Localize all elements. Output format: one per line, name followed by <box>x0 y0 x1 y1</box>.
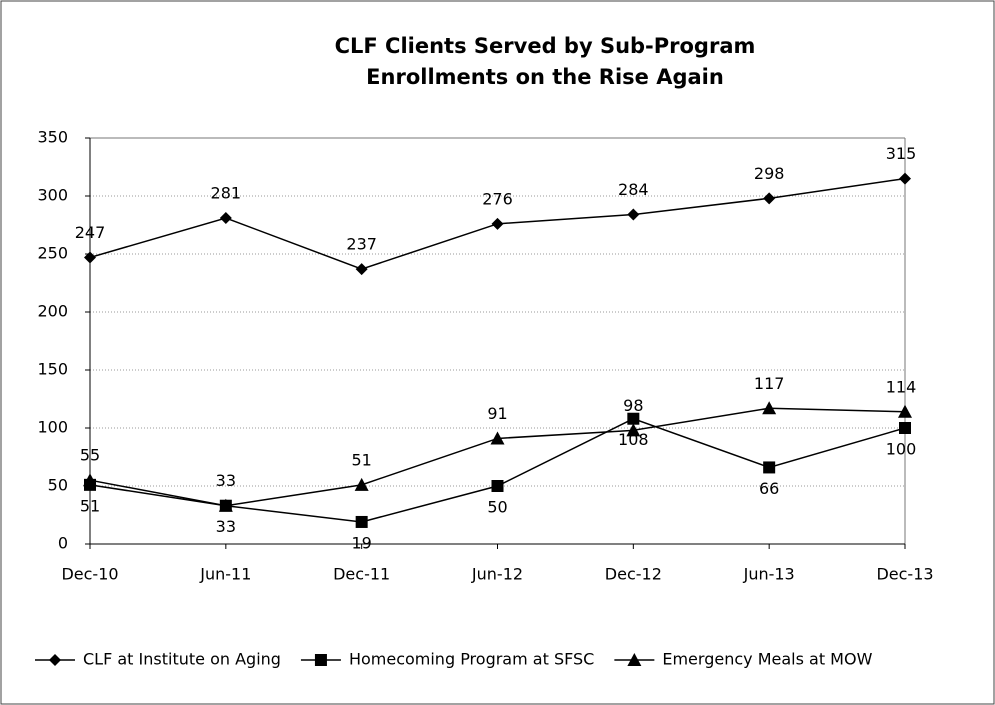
legend-label: CLF at Institute on Aging <box>83 650 281 669</box>
legend-label: Emergency Meals at MOW <box>662 650 872 669</box>
data-label: 108 <box>618 430 649 449</box>
x-tick-label: Dec-13 <box>876 565 933 584</box>
data-point <box>354 477 369 491</box>
data-label: 315 <box>886 144 917 163</box>
data-point <box>627 208 640 221</box>
data-label: 55 <box>80 446 100 465</box>
data-label: 100 <box>886 440 917 459</box>
data-label: 117 <box>754 374 785 393</box>
data-label: 51 <box>351 450 371 469</box>
legend-marker <box>627 653 642 666</box>
x-tick-label: Jun-12 <box>471 565 523 584</box>
y-tick-label: 250 <box>37 244 68 263</box>
data-point <box>83 473 97 487</box>
data-label: 247 <box>75 223 106 242</box>
chart-subtitle: Enrollments on the Rise Again <box>366 65 724 89</box>
data-label: 276 <box>482 189 513 208</box>
data-label: 19 <box>351 533 371 552</box>
data-point <box>491 480 504 492</box>
data-point <box>898 404 912 418</box>
y-tick-label: 100 <box>37 418 68 437</box>
y-tick-label: 200 <box>37 302 68 321</box>
data-point <box>218 498 233 512</box>
y-tick-label: 150 <box>37 360 68 379</box>
data-label: 281 <box>211 184 242 203</box>
data-point <box>491 217 504 230</box>
data-point <box>899 172 911 185</box>
legend-marker <box>314 654 327 666</box>
y-tick-label: 300 <box>37 186 68 205</box>
data-point <box>627 412 640 425</box>
data-label: 237 <box>346 235 377 254</box>
data-point <box>899 422 911 434</box>
x-tick-label: Jun-13 <box>743 565 795 584</box>
x-tick-label: Dec-12 <box>605 565 662 584</box>
data-point <box>763 461 776 474</box>
y-tick-label: 0 <box>58 534 68 553</box>
data-point <box>219 212 232 225</box>
y-tick-label: 50 <box>48 476 68 495</box>
legend-label: Homecoming Program at SFSC <box>349 650 594 669</box>
data-label: 91 <box>487 404 507 423</box>
data-label: 50 <box>487 498 507 517</box>
data-point <box>84 251 96 264</box>
x-tick-label: Dec-11 <box>333 565 390 584</box>
data-point <box>355 515 368 528</box>
y-tick-label: 350 <box>37 128 68 147</box>
chart-title: CLF Clients Served by Sub-Program <box>335 34 756 58</box>
data-label: 284 <box>618 180 649 199</box>
data-point <box>355 263 368 276</box>
data-label: 51 <box>80 496 100 515</box>
data-label: 33 <box>216 517 236 536</box>
data-label: 66 <box>759 479 779 498</box>
data-point <box>490 431 505 445</box>
x-tick-label: Jun-11 <box>199 565 251 584</box>
data-point <box>763 192 776 205</box>
data-label: 298 <box>754 164 785 183</box>
data-label: 114 <box>886 377 917 396</box>
data-point <box>762 401 777 415</box>
data-label: 98 <box>623 396 643 415</box>
data-label: 33 <box>216 471 236 490</box>
x-tick-label: Dec-10 <box>61 565 118 584</box>
data-point <box>626 423 641 437</box>
legend-marker <box>49 654 61 666</box>
